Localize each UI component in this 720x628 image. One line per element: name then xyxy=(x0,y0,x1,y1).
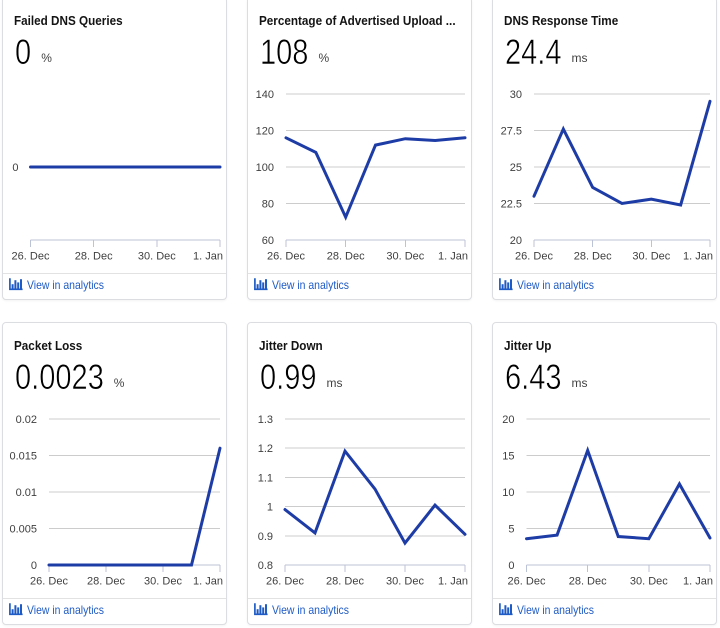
svg-text:28. Dec: 28. Dec xyxy=(326,576,364,588)
svg-text:30: 30 xyxy=(510,89,522,101)
svg-text:25: 25 xyxy=(510,162,522,174)
svg-text:80: 80 xyxy=(262,199,274,211)
svg-text:30. Dec: 30. Dec xyxy=(144,576,182,588)
svg-text:0.015: 0.015 xyxy=(9,451,37,463)
svg-text:0.02: 0.02 xyxy=(16,414,37,426)
svg-text:0.9: 0.9 xyxy=(258,531,273,543)
svg-text:26. Dec: 26. Dec xyxy=(515,251,553,263)
svg-text:15: 15 xyxy=(502,451,514,463)
svg-text:1.3: 1.3 xyxy=(258,414,273,426)
svg-text:28. Dec: 28. Dec xyxy=(87,576,125,588)
svg-text:1. Jan: 1. Jan xyxy=(683,251,713,263)
svg-text:22.5: 22.5 xyxy=(501,199,522,211)
svg-text:20: 20 xyxy=(502,414,514,426)
svg-text:28. Dec: 28. Dec xyxy=(569,576,607,588)
svg-text:100: 100 xyxy=(256,162,274,174)
svg-text:1: 1 xyxy=(267,502,273,514)
svg-text:1. Jan: 1. Jan xyxy=(438,576,468,588)
svg-text:28. Dec: 28. Dec xyxy=(574,251,612,263)
svg-text:0.8: 0.8 xyxy=(258,560,273,572)
svg-text:0.005: 0.005 xyxy=(9,524,37,536)
svg-text:28. Dec: 28. Dec xyxy=(75,251,113,263)
svg-text:0.01: 0.01 xyxy=(16,487,37,499)
svg-text:26. Dec: 26. Dec xyxy=(508,576,546,588)
svg-text:30. Dec: 30. Dec xyxy=(386,251,424,263)
svg-text:0: 0 xyxy=(508,560,514,572)
svg-text:60: 60 xyxy=(262,235,274,247)
svg-text:30. Dec: 30. Dec xyxy=(630,576,668,588)
svg-text:120: 120 xyxy=(256,126,274,138)
svg-text:30. Dec: 30. Dec xyxy=(386,576,424,588)
svg-text:140: 140 xyxy=(256,89,274,101)
svg-text:26. Dec: 26. Dec xyxy=(267,251,305,263)
svg-text:30. Dec: 30. Dec xyxy=(632,251,670,263)
svg-text:0: 0 xyxy=(31,560,37,572)
svg-text:5: 5 xyxy=(508,524,514,536)
svg-text:26. Dec: 26. Dec xyxy=(266,576,304,588)
svg-text:1.1: 1.1 xyxy=(258,472,273,484)
svg-text:1. Jan: 1. Jan xyxy=(438,251,468,263)
svg-text:28. Dec: 28. Dec xyxy=(327,251,365,263)
svg-text:1. Jan: 1. Jan xyxy=(683,576,713,588)
svg-text:1.2: 1.2 xyxy=(258,443,273,455)
svg-text:20: 20 xyxy=(510,235,522,247)
svg-text:1. Jan: 1. Jan xyxy=(193,251,223,263)
svg-text:26. Dec: 26. Dec xyxy=(30,576,68,588)
svg-text:30. Dec: 30. Dec xyxy=(138,251,176,263)
svg-text:26. Dec: 26. Dec xyxy=(12,251,50,263)
svg-text:27.5: 27.5 xyxy=(501,126,522,138)
svg-text:1. Jan: 1. Jan xyxy=(193,576,223,588)
svg-text:0: 0 xyxy=(12,162,18,174)
svg-text:10: 10 xyxy=(502,487,514,499)
